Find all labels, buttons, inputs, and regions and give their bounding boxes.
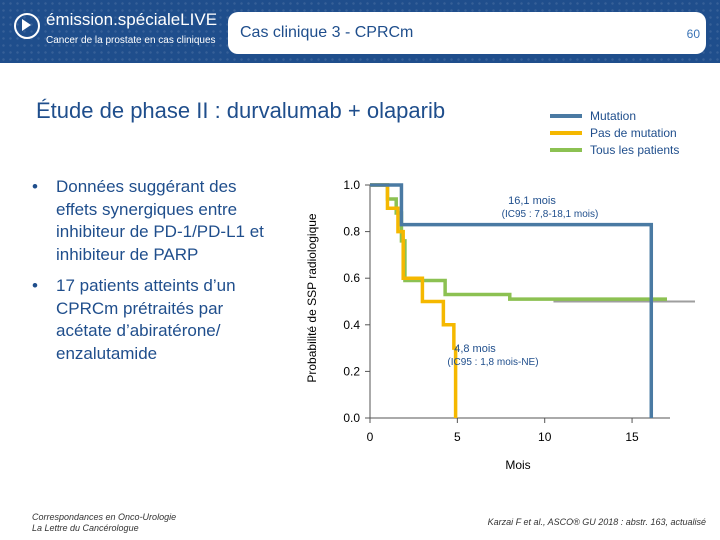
series-layer bbox=[370, 183, 695, 418]
bullet-text: 17 patients atteints d’un CPRCm prétrait… bbox=[56, 276, 236, 363]
y-tick-label: 0.4 bbox=[343, 318, 360, 332]
bullet-item: • Données suggérant des effets synergiqu… bbox=[30, 176, 270, 266]
legend-label: Mutation bbox=[590, 109, 636, 123]
y-tick-label: 0.8 bbox=[343, 225, 360, 239]
bullet-text: Données suggérant des effets synergiques… bbox=[56, 177, 264, 264]
footer-citation: Karzai F et al., ASCO® GU 2018 : abstr. … bbox=[487, 517, 706, 527]
x-tick-label: 10 bbox=[538, 430, 552, 444]
brand-name: émission.spécialeLIVE bbox=[46, 10, 218, 29]
y-axis-label: Probabilité de SSP radiologique bbox=[305, 213, 319, 383]
annotation-value: 16,1 mois bbox=[508, 195, 556, 207]
x-tick-label: 0 bbox=[367, 430, 374, 444]
bullet-dot-icon: • bbox=[32, 177, 38, 196]
y-tick-label: 0.6 bbox=[343, 271, 360, 285]
legend-label: Tous les patients bbox=[590, 143, 679, 157]
annotation-value: 4,8 mois bbox=[454, 343, 496, 355]
header-bar: émission.spécialeLIVE Cancer de la prost… bbox=[0, 0, 720, 63]
bullet-item: • 17 patients atteints d’un CPRCm prétra… bbox=[30, 275, 270, 365]
series-line-2 bbox=[370, 183, 458, 418]
play-triangle-icon bbox=[22, 19, 31, 31]
case-title-bar: Cas clinique 3 - CPRCm 60 bbox=[228, 12, 706, 54]
annotation-ci: (IC95 : 1,8 mois-NE) bbox=[447, 357, 538, 368]
y-tick-label: 0.2 bbox=[343, 364, 360, 378]
x-tick-label: 5 bbox=[454, 430, 461, 444]
annotation-ci: (IC95 : 7,8-18,1 mois) bbox=[502, 209, 599, 220]
slide-title: Étude de phase II : durvalumab + olapari… bbox=[36, 98, 446, 123]
footer-journal-1: Correspondances en Onco-Urologie bbox=[32, 512, 177, 522]
footer-left: Correspondances en Onco-Urologie La Lett… bbox=[32, 512, 176, 534]
y-ticks: 0.0 0.2 0.4 0.6 0.8 1.0 bbox=[343, 178, 370, 425]
case-title: Cas clinique 3 - CPRCm bbox=[240, 24, 414, 41]
y-tick-label: 1.0 bbox=[343, 178, 360, 192]
legend-label: Pas de mutation bbox=[590, 126, 677, 140]
series-line-1 bbox=[370, 183, 654, 418]
x-ticks: 0 5 10 15 bbox=[367, 418, 639, 444]
annotations: 16,1 mois (IC95 : 7,8-18,1 mois) 4,8 mois (… bbox=[447, 195, 598, 368]
x-axis-label: Mois bbox=[505, 458, 530, 472]
brand-subtitle: Cancer de la prostate en cas cliniques bbox=[46, 35, 216, 46]
bullet-list: • Données suggérant des effets synergiqu… bbox=[30, 176, 270, 374]
x-tick-label: 15 bbox=[625, 430, 639, 444]
play-logo-icon bbox=[14, 13, 40, 39]
legend: Mutation Pas de mutation Tous les patients bbox=[550, 109, 679, 157]
footer-journal-2: La Lettre du Cancérologue bbox=[32, 523, 139, 533]
page-number: 60 bbox=[686, 27, 700, 41]
y-tick-label: 0.0 bbox=[343, 411, 360, 425]
bullet-dot-icon: • bbox=[32, 276, 38, 295]
